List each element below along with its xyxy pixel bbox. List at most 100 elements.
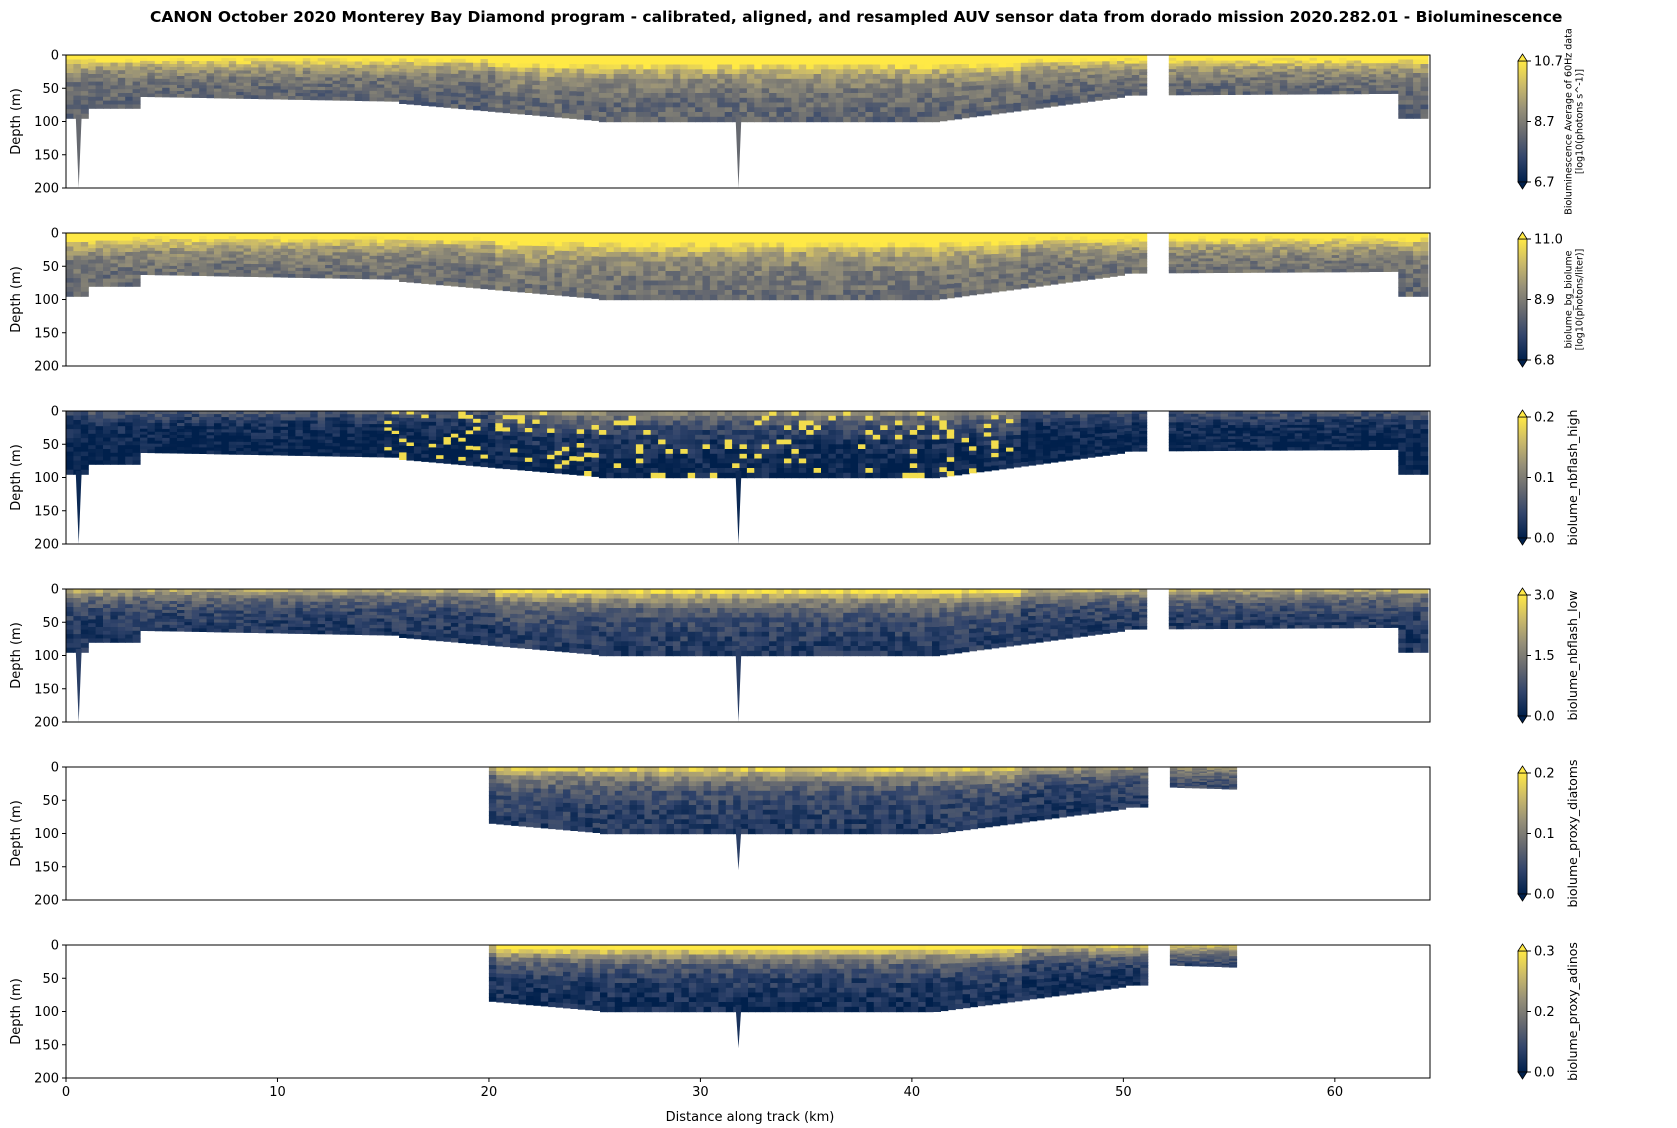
- heatmap-cell: [1213, 244, 1222, 248]
- heatmap-cell: [458, 97, 467, 102]
- heatmap-cell: [547, 285, 556, 291]
- heatmap-cell: [258, 76, 267, 81]
- heatmap-cell: [502, 245, 511, 250]
- heatmap-cell: [1250, 249, 1259, 254]
- heatmap-cell: [798, 252, 807, 258]
- heatmap-cell: [339, 77, 348, 82]
- heatmap-cell: [1257, 266, 1266, 270]
- heatmap-cell: [221, 239, 230, 243]
- heatmap-cell: [1050, 62, 1059, 67]
- heatmap-cell: [998, 286, 1007, 292]
- heatmap-cell: [909, 55, 918, 61]
- heatmap-cell: [954, 287, 963, 293]
- heatmap-cell: [184, 94, 193, 98]
- heatmap-cell: [717, 97, 726, 104]
- heatmap-cell: [391, 97, 400, 102]
- heatmap-cell: [1272, 269, 1281, 273]
- heatmap-cell: [791, 256, 800, 263]
- heatmap-cell: [465, 70, 474, 75]
- heatmap-cell: [872, 261, 881, 267]
- heatmap-cell: [325, 242, 334, 247]
- heatmap-cell: [191, 233, 200, 237]
- heatmap-cell: [769, 290, 778, 296]
- heatmap-cell: [880, 55, 889, 61]
- heatmap-cell: [450, 62, 459, 67]
- heatmap-cell: [206, 85, 215, 89]
- heatmap-cell: [798, 280, 807, 286]
- heatmap-cell: [88, 77, 97, 83]
- heatmap-cell: [628, 233, 637, 239]
- heatmap-cell: [1191, 244, 1199, 248]
- heatmap-cell: [1287, 63, 1296, 67]
- heatmap-cell: [717, 233, 726, 239]
- heatmap-cell: [1279, 63, 1288, 67]
- heatmap-cell: [761, 102, 770, 108]
- heatmap-cell: [1272, 77, 1281, 81]
- heatmap-cell: [66, 237, 74, 243]
- heatmap-cell: [746, 102, 755, 108]
- heatmap-cell: [1294, 57, 1303, 62]
- heatmap-cell: [932, 112, 940, 118]
- heatmap-cell: [902, 93, 911, 99]
- heatmap-cell: [354, 55, 363, 59]
- heatmap-cell: [798, 116, 807, 123]
- heatmap-cell: [362, 81, 371, 85]
- heatmap-cell: [1287, 85, 1296, 89]
- heatmap-cell: [154, 90, 163, 95]
- heatmap-cell: [436, 55, 445, 60]
- heatmap-cell: [643, 252, 652, 258]
- heatmap-cell: [1109, 95, 1118, 99]
- heatmap-cell: [117, 74, 126, 79]
- heatmap-cell: [680, 233, 689, 239]
- heatmap-cell: [450, 77, 459, 83]
- heatmap-cell: [858, 55, 866, 61]
- heatmap-cell: [413, 279, 422, 284]
- heatmap-cell: [391, 87, 400, 92]
- heatmap-cell: [687, 97, 696, 104]
- heatmap-cell: [887, 242, 896, 248]
- heatmap-cell: [177, 257, 185, 261]
- heatmap-cell: [1242, 91, 1251, 95]
- heatmap-cell: [1205, 80, 1214, 84]
- heatmap-cell: [1353, 60, 1362, 64]
- heatmap-cell: [576, 242, 585, 248]
- heatmap-cell: [1294, 235, 1303, 240]
- heatmap-cell: [635, 88, 644, 94]
- heatmap-cell: [391, 91, 400, 96]
- heatmap-cell: [199, 257, 208, 261]
- heatmap-cell: [798, 74, 807, 80]
- heatmap-cell: [998, 253, 1007, 259]
- heatmap-cell: [502, 59, 511, 64]
- heatmap-cell: [946, 246, 955, 253]
- heatmap-cell: [1272, 88, 1281, 92]
- heatmap-cell: [1228, 252, 1236, 257]
- heatmap-cell: [1353, 71, 1362, 75]
- heatmap-cell: [95, 104, 104, 109]
- heatmap-cell: [406, 243, 415, 248]
- heatmap-cell: [1250, 238, 1259, 242]
- heatmap-cell: [628, 97, 637, 104]
- heatmap-cell: [672, 266, 681, 272]
- heatmap-cell: [1220, 71, 1229, 76]
- heatmap-cell: [1272, 60, 1281, 64]
- heatmap-cell: [746, 261, 755, 267]
- heatmap-cell: [1331, 55, 1340, 59]
- heatmap-cell: [66, 278, 74, 284]
- heatmap-cell: [858, 74, 866, 80]
- heatmap-cell: [732, 74, 741, 80]
- heatmap-cell: [576, 251, 585, 257]
- heatmap-cell: [325, 258, 334, 263]
- heatmap-cell: [524, 110, 533, 115]
- heatmap-cell: [850, 266, 859, 272]
- heatmap-cell: [983, 89, 992, 95]
- heatmap-cell: [1094, 93, 1103, 98]
- heatmap-cell: [665, 266, 674, 272]
- heatmap-cell: [517, 92, 526, 98]
- heatmap-cell: [140, 253, 148, 258]
- heatmap-cell: [746, 256, 755, 263]
- heatmap-cell: [177, 242, 185, 246]
- heatmap-cell: [813, 252, 822, 258]
- heatmap-cell: [754, 271, 763, 277]
- heatmap-cell: [310, 236, 319, 240]
- heatmap-cell: [317, 233, 326, 237]
